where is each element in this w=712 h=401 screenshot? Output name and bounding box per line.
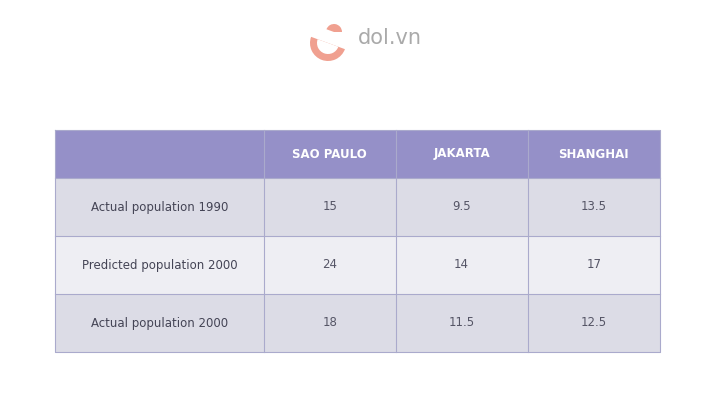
Bar — [396, 236, 528, 294]
Text: 9.5: 9.5 — [452, 200, 471, 213]
Bar — [55, 130, 263, 178]
Text: Actual population 1990: Actual population 1990 — [90, 200, 228, 213]
Text: 12.5: 12.5 — [581, 316, 607, 330]
Text: JAKARTA: JAKARTA — [433, 148, 490, 160]
Bar — [528, 178, 660, 236]
Bar — [55, 236, 263, 294]
Bar — [263, 294, 396, 352]
Bar — [263, 236, 396, 294]
Bar — [55, 178, 263, 236]
Bar — [528, 130, 660, 178]
Bar — [396, 178, 528, 236]
Text: SAO PAULO: SAO PAULO — [293, 148, 367, 160]
Wedge shape — [310, 37, 345, 61]
Text: SHANGHAI: SHANGHAI — [558, 148, 629, 160]
Wedge shape — [327, 24, 342, 32]
Bar — [55, 294, 263, 352]
Bar — [263, 178, 396, 236]
Wedge shape — [317, 39, 338, 54]
Text: 11.5: 11.5 — [449, 316, 475, 330]
Bar — [528, 236, 660, 294]
Text: 15: 15 — [323, 200, 337, 213]
Bar — [396, 294, 528, 352]
Text: Actual population 2000: Actual population 2000 — [91, 316, 228, 330]
Text: 18: 18 — [323, 316, 337, 330]
Text: 14: 14 — [454, 259, 469, 271]
Text: 17: 17 — [586, 259, 601, 271]
Bar — [528, 294, 660, 352]
Text: 24: 24 — [322, 259, 337, 271]
Text: Predicted population 2000: Predicted population 2000 — [82, 259, 237, 271]
Text: 13.5: 13.5 — [581, 200, 607, 213]
Bar — [263, 130, 396, 178]
Bar — [396, 130, 528, 178]
Text: dol.vn: dol.vn — [358, 28, 422, 48]
